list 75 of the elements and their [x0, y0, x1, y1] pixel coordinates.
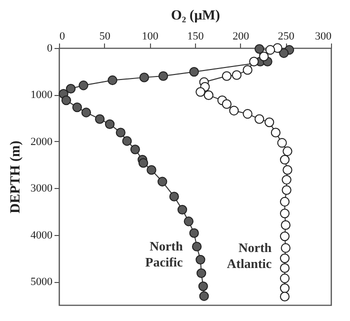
point — [104, 119, 115, 129]
point — [280, 231, 290, 242]
point — [158, 71, 168, 81]
point — [122, 136, 132, 146]
x-tick-label: 300 — [315, 30, 332, 42]
x-tick-label: 50 — [99, 30, 111, 42]
y-tick-label: 1000 — [30, 89, 53, 102]
point — [177, 204, 188, 214]
point — [282, 174, 292, 185]
point — [139, 72, 150, 82]
point — [254, 44, 264, 54]
point — [280, 208, 290, 218]
y-tick-label: 0 — [47, 42, 53, 54]
x-tick-label: 150 — [187, 30, 204, 42]
point — [146, 165, 156, 175]
point — [280, 274, 290, 284]
point — [116, 128, 126, 138]
y-tick-label: 5000 — [30, 276, 53, 288]
point — [61, 96, 72, 106]
x-tick-label: 200 — [232, 30, 250, 42]
point — [78, 80, 88, 90]
y-tick-label: 2000 — [30, 136, 53, 148]
point — [264, 117, 274, 128]
point — [158, 176, 168, 186]
point — [222, 99, 232, 109]
point — [280, 220, 290, 230]
point — [192, 242, 202, 252]
x-tick-label: 100 — [142, 30, 159, 42]
y-tick-label: 3000 — [30, 182, 53, 195]
point — [199, 291, 209, 301]
point — [72, 102, 82, 112]
point — [138, 158, 148, 168]
point — [249, 56, 259, 66]
point — [280, 292, 290, 302]
point — [196, 87, 206, 97]
point — [270, 128, 281, 138]
point — [66, 84, 76, 94]
point — [254, 114, 264, 124]
point — [280, 154, 290, 164]
point — [259, 52, 269, 62]
series-label: North Atlantic — [226, 240, 272, 271]
point — [282, 185, 292, 195]
point — [280, 243, 290, 253]
point — [277, 138, 287, 148]
point — [81, 108, 92, 118]
point — [189, 67, 199, 77]
point — [242, 65, 252, 75]
point — [130, 144, 140, 154]
point — [94, 114, 105, 124]
point — [232, 70, 242, 80]
point — [196, 268, 206, 278]
point — [229, 106, 239, 116]
y-axis-title: DEPTH (m) — [8, 140, 24, 214]
point — [222, 71, 232, 81]
point — [196, 254, 206, 264]
point — [169, 192, 179, 202]
x-axis-title: O₂ (μM) — [170, 8, 220, 24]
point — [280, 196, 290, 207]
x-tick-label: 250 — [278, 30, 295, 42]
point — [280, 283, 290, 293]
point — [282, 146, 292, 156]
point — [279, 48, 289, 58]
point — [204, 90, 214, 100]
point — [184, 216, 194, 226]
point — [108, 75, 118, 86]
point — [242, 109, 252, 119]
point — [265, 45, 276, 55]
y-tick-label: 4000 — [30, 229, 53, 242]
point — [198, 281, 208, 292]
point — [282, 165, 292, 175]
x-tick-label: 0 — [60, 30, 66, 42]
point — [189, 228, 199, 238]
point — [280, 263, 290, 273]
point — [280, 253, 290, 264]
series-label: North Pacific — [145, 238, 184, 270]
